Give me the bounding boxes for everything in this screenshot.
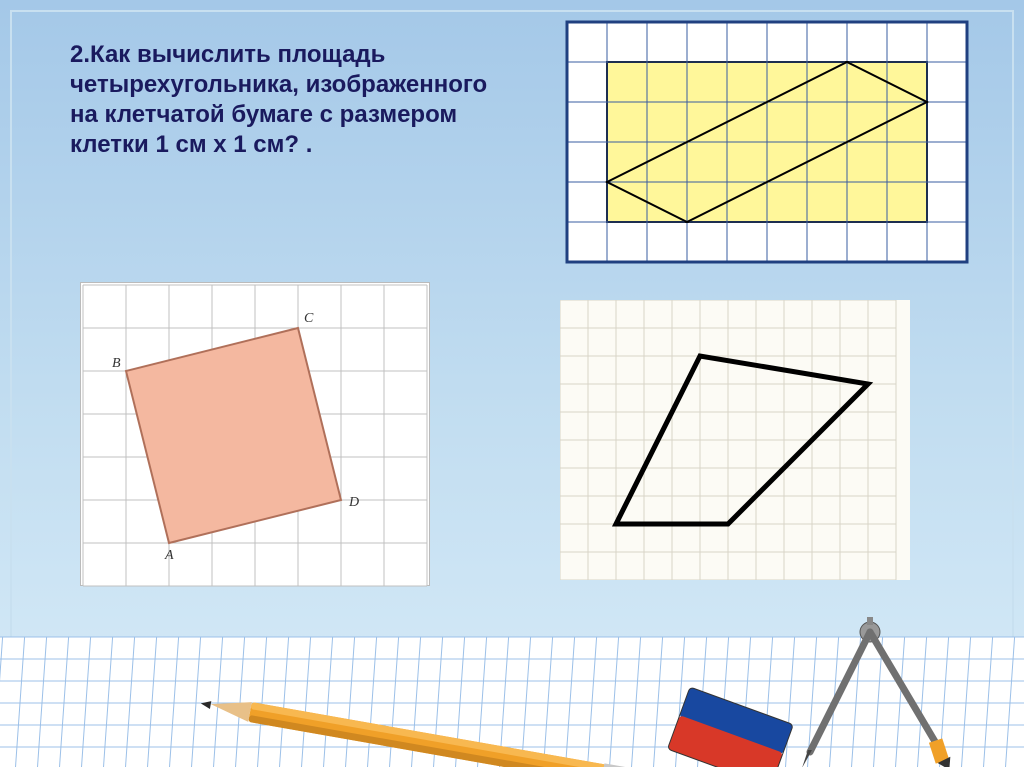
- figure-2-tilted-square: A B C D: [80, 282, 430, 586]
- svg-text:D: D: [348, 495, 359, 510]
- figure-3-quadrilateral: [560, 300, 910, 580]
- bottom-illustration: [0, 617, 1024, 767]
- svg-text:C: C: [304, 311, 314, 326]
- figure-1-parallelogram-in-rect: [565, 20, 969, 264]
- svg-text:A: A: [164, 548, 174, 563]
- question-text: 2.Как вычислить площадь четырехугольника…: [70, 40, 500, 160]
- svg-text:B: B: [112, 356, 121, 371]
